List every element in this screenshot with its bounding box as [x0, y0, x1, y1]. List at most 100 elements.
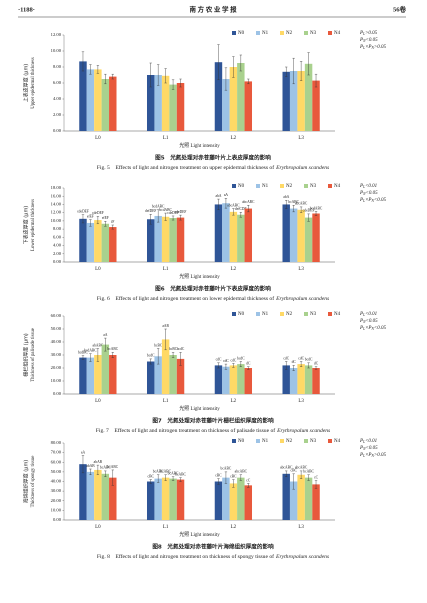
legend-swatch	[328, 312, 332, 316]
y-tick-label: 30.00	[51, 488, 62, 493]
significance-letter: fF	[111, 220, 114, 224]
bar	[146, 481, 155, 520]
caption-species: Erythropalum scandens	[275, 554, 329, 560]
significance-letter: bcABC	[175, 472, 186, 476]
y-tick-label: 0.00	[53, 391, 62, 396]
error-bar	[307, 362, 310, 369]
bar	[214, 204, 223, 262]
y-tick-label: 0.00	[53, 517, 62, 522]
bar	[297, 364, 305, 394]
legend-swatch	[280, 184, 284, 188]
error-bar	[81, 51, 85, 72]
error-bar	[314, 366, 318, 370]
error-bar	[307, 474, 310, 481]
legend-swatch	[304, 312, 308, 316]
bar	[222, 79, 230, 131]
bar	[101, 79, 110, 131]
significance-letter: cdC	[298, 356, 304, 360]
error-bar	[217, 478, 220, 485]
stat-part: >0.05	[374, 45, 387, 50]
legend-label: N0	[238, 312, 245, 317]
error-bar	[314, 74, 318, 88]
stat-part: <0.05	[374, 326, 387, 331]
legend-swatch	[304, 184, 308, 188]
error-bar	[81, 214, 85, 224]
bar	[169, 478, 177, 520]
x-tick-label: L2	[231, 525, 237, 530]
legend-label: N0	[238, 31, 245, 36]
bar	[176, 358, 185, 394]
y-tick-label: 2.00	[53, 112, 62, 117]
y-tick-label: 0.00	[53, 128, 62, 133]
bar	[289, 208, 298, 262]
bar	[312, 80, 320, 131]
legend-swatch	[328, 439, 332, 443]
bar	[214, 62, 223, 132]
error-bar	[217, 362, 220, 369]
error-bar	[104, 337, 107, 352]
x-axis-label: 光照 Light intensity	[179, 531, 220, 538]
error-bar	[224, 67, 228, 91]
stat-part: <0.01	[365, 312, 377, 317]
error-bar	[217, 44, 220, 80]
bar	[312, 484, 320, 520]
stat-part: ×P	[365, 198, 371, 203]
significance-letter: bcABC	[153, 470, 164, 474]
bar	[79, 61, 87, 131]
legend-swatch	[280, 31, 284, 35]
significance-letter: aA	[103, 333, 108, 337]
significance-letter: bcdABC	[159, 208, 172, 212]
significance-letter: bcABC	[221, 467, 232, 471]
error-bar	[314, 211, 318, 216]
legend-label: N2	[286, 184, 293, 189]
bar	[237, 63, 245, 131]
y-tick-label: 20.00	[51, 365, 62, 370]
y-tick-label: 60.00	[51, 313, 62, 318]
stat-part: P	[359, 312, 363, 317]
bar	[161, 216, 170, 262]
significance-letter: dC	[314, 362, 319, 366]
bar	[229, 211, 238, 262]
legend-label: N2	[286, 312, 293, 317]
y-tick-label: 0.00	[53, 259, 62, 264]
legend-swatch	[256, 31, 260, 35]
caption-en: Fig. 6 Effects of light and nitrogen tre…	[97, 295, 329, 302]
error-bar	[299, 206, 303, 213]
legend-swatch	[232, 312, 236, 316]
caption-cn: 图7 光氮处理对赤苍藤叶片栅栏组织厚度的影响	[152, 417, 274, 425]
stat-part: ×P	[365, 326, 371, 331]
x-tick-label: L2	[231, 136, 237, 141]
stat-note: PL<0.01	[359, 439, 377, 444]
y-tick-label: 10.00	[51, 218, 62, 223]
bar	[154, 75, 162, 131]
error-bar	[149, 358, 152, 365]
error-bar	[299, 361, 303, 367]
significance-letter: bcdC	[147, 354, 155, 358]
error-bar	[232, 208, 235, 216]
x-tick-label: L0	[95, 525, 101, 530]
significance-letter: cdC	[230, 358, 236, 362]
stat-part: L	[362, 440, 365, 444]
error-bar	[171, 79, 175, 90]
significance-letter: aAB	[162, 324, 169, 328]
bar	[146, 75, 155, 131]
error-bar	[285, 470, 288, 477]
stat-part: L	[362, 327, 365, 331]
error-bar	[164, 68, 167, 84]
stat-part: <0.05	[365, 191, 378, 196]
caption-species: Erythropalum scandens	[275, 165, 329, 171]
caption-en: Fig. 7 Effects of light and nitrogen tre…	[96, 427, 330, 434]
caption-en-text: Fig. 5 Effects of light and nitrogen tre…	[97, 164, 274, 171]
significance-letter: bcBC	[154, 343, 163, 347]
significance-letter: efEF	[87, 214, 94, 218]
bar	[176, 83, 185, 131]
bar	[79, 218, 87, 262]
error-bar	[299, 61, 303, 81]
stat-part: <0.01	[365, 439, 377, 444]
stat-part: L	[362, 185, 365, 189]
bar	[169, 355, 177, 394]
x-tick-label: L1	[163, 136, 169, 141]
y-tick-label: 10.00	[51, 48, 62, 53]
x-axis-label: 光照 Light intensity	[179, 142, 220, 149]
